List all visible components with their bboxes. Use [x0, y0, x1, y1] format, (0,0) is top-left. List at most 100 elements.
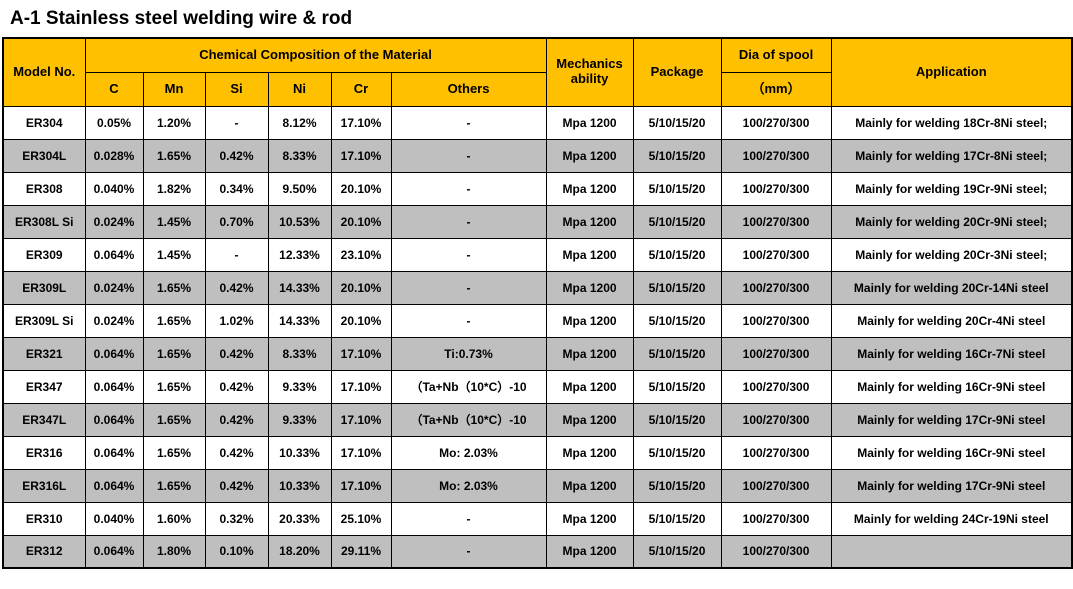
- cell-c: 0.024%: [84, 270, 144, 305]
- cell-others: Mo: 2.03%: [390, 468, 547, 503]
- cell-c: 0.064%: [84, 435, 144, 470]
- cell-cr: 17.10%: [330, 468, 392, 503]
- cell-package: 5/10/15/20: [632, 402, 722, 437]
- table-row: ER309L 0.024% 1.65% 0.42% 14.33% 20.10% - Mpa 1…: [2, 270, 1073, 305]
- cell-model: ER304: [2, 105, 86, 140]
- cell-c: 0.024%: [84, 303, 144, 338]
- cell-model: ER309L: [2, 270, 86, 305]
- table-row: ER308L Si 0.024% 1.45% 0.70% 10.53% 20.10% - Mp…: [2, 204, 1073, 239]
- cell-mn: 1.20%: [142, 105, 206, 140]
- cell-ni: 10.33%: [267, 468, 332, 503]
- col-header-cr: Cr: [330, 71, 392, 107]
- cell-mechanics: Mpa 1200: [545, 270, 634, 305]
- cell-others: -: [390, 171, 547, 206]
- cell-si: 0.42%: [204, 435, 269, 470]
- cell-application: Mainly for welding 16Cr-9Ni steel: [830, 369, 1073, 404]
- cell-application: [830, 534, 1073, 569]
- col-header-ni: Ni: [267, 71, 332, 107]
- cell-application: Mainly for welding 24Cr-19Ni steel: [830, 501, 1073, 536]
- cell-c: 0.040%: [84, 171, 144, 206]
- cell-si: 0.70%: [204, 204, 269, 239]
- cell-mechanics: Mpa 1200: [545, 435, 634, 470]
- table-row: ER312 0.064% 1.80% 0.10% 18.20% 29.11% - Mpa 12…: [2, 534, 1073, 569]
- cell-ni: 10.53%: [267, 204, 332, 239]
- col-header-mechanics-ability: Mechanics ability: [545, 37, 634, 107]
- cell-model: ER312: [2, 534, 86, 569]
- cell-others: -: [390, 237, 547, 272]
- cell-mechanics: Mpa 1200: [545, 336, 634, 371]
- cell-c: 0.064%: [84, 534, 144, 569]
- cell-ni: 9.33%: [267, 369, 332, 404]
- table-body: ER304 0.05% 1.20% -8.12% 17.10% - Mpa 1200 5/10…: [2, 105, 1073, 569]
- cell-mechanics: Mpa 1200: [545, 171, 634, 206]
- cell-si: 0.42%: [204, 468, 269, 503]
- cell-cr: 17.10%: [330, 369, 392, 404]
- cell-model: ER347: [2, 369, 86, 404]
- cell-others: -: [390, 138, 547, 173]
- cell-ni: 14.33%: [267, 270, 332, 305]
- cell-others: -: [390, 534, 547, 569]
- cell-mechanics: Mpa 1200: [545, 501, 634, 536]
- cell-cr: 20.10%: [330, 303, 392, 338]
- cell-mechanics: Mpa 1200: [545, 303, 634, 338]
- cell-ni: 8.12%: [267, 105, 332, 140]
- cell-others: Mo: 2.03%: [390, 435, 547, 470]
- cell-application: Mainly for welding 20Cr-14Ni steel: [830, 270, 1073, 305]
- table-row: ER321 0.064% 1.65% 0.42% 8.33% 17.10% Ti:0.73%…: [2, 336, 1073, 371]
- cell-mn: 1.82%: [142, 171, 206, 206]
- cell-application: Mainly for welding 17Cr-8Ni steel;: [830, 138, 1073, 173]
- cell-cr: 17.10%: [330, 138, 392, 173]
- cell-c: 0.040%: [84, 501, 144, 536]
- cell-si: -: [204, 237, 269, 272]
- table-row: ER308 0.040% 1.82% 0.34% 9.50% 20.10% - Mpa 120…: [2, 171, 1073, 206]
- cell-package: 5/10/15/20: [632, 534, 722, 569]
- cell-application: Mainly for welding 20Cr-4Ni steel: [830, 303, 1073, 338]
- table-row: ER316L 0.064% 1.65% 0.42% 10.33% 17.10% Mo: 2.…: [2, 468, 1073, 503]
- cell-si: 0.34%: [204, 171, 269, 206]
- cell-c: 0.024%: [84, 204, 144, 239]
- cell-package: 5/10/15/20: [632, 270, 722, 305]
- cell-others: -: [390, 501, 547, 536]
- cell-model: ER321: [2, 336, 86, 371]
- cell-cr: 17.10%: [330, 105, 392, 140]
- col-header-application: Application: [830, 37, 1073, 107]
- cell-mn: 1.65%: [142, 336, 206, 371]
- cell-si: 0.42%: [204, 138, 269, 173]
- cell-dia: 100/270/300: [720, 336, 832, 371]
- page-title: A-1 Stainless steel welding wire & rod: [10, 8, 353, 29]
- cell-c: 0.064%: [84, 369, 144, 404]
- cell-package: 5/10/15/20: [632, 204, 722, 239]
- table-row: ER304L 0.028% 1.65% 0.42% 8.33% 17.10% - Mpa 12…: [2, 138, 1073, 173]
- cell-dia: 100/270/300: [720, 171, 832, 206]
- cell-dia: 100/270/300: [720, 204, 832, 239]
- col-header-chemical-composition: Chemical Composition of the Material: [84, 37, 547, 73]
- cell-mn: 1.80%: [142, 534, 206, 569]
- cell-package: 5/10/15/20: [632, 171, 722, 206]
- col-header-c: C: [84, 71, 144, 107]
- cell-package: 5/10/15/20: [632, 105, 722, 140]
- cell-mechanics: Mpa 1200: [545, 204, 634, 239]
- cell-ni: 8.33%: [267, 138, 332, 173]
- cell-model: ER304L: [2, 138, 86, 173]
- cell-mn: 1.65%: [142, 138, 206, 173]
- cell-si: 0.42%: [204, 336, 269, 371]
- table-row: ER304 0.05% 1.20% -8.12% 17.10% - Mpa 1200 5/10…: [2, 105, 1073, 140]
- cell-cr: 17.10%: [330, 336, 392, 371]
- cell-mechanics: Mpa 1200: [545, 468, 634, 503]
- table-row: ER347L 0.064% 1.65% 0.42% 9.33% 17.10% （Ta+Nb（…: [2, 402, 1073, 437]
- cell-dia: 100/270/300: [720, 468, 832, 503]
- table-row: ER347 0.064% 1.65% 0.42% 9.33% 17.10% （Ta+Nb（1…: [2, 369, 1073, 404]
- cell-package: 5/10/15/20: [632, 468, 722, 503]
- cell-dia: 100/270/300: [720, 105, 832, 140]
- cell-mechanics: Mpa 1200: [545, 402, 634, 437]
- cell-model: ER309: [2, 237, 86, 272]
- cell-ni: 8.33%: [267, 336, 332, 371]
- cell-ni: 14.33%: [267, 303, 332, 338]
- cell-mechanics: Mpa 1200: [545, 369, 634, 404]
- cell-si: 0.10%: [204, 534, 269, 569]
- col-header-dia-unit: （mm）: [720, 71, 832, 107]
- cell-ni: 9.50%: [267, 171, 332, 206]
- cell-application: Mainly for welding 19Cr-9Ni steel;: [830, 171, 1073, 206]
- cell-dia: 100/270/300: [720, 402, 832, 437]
- cell-mechanics: Mpa 1200: [545, 534, 634, 569]
